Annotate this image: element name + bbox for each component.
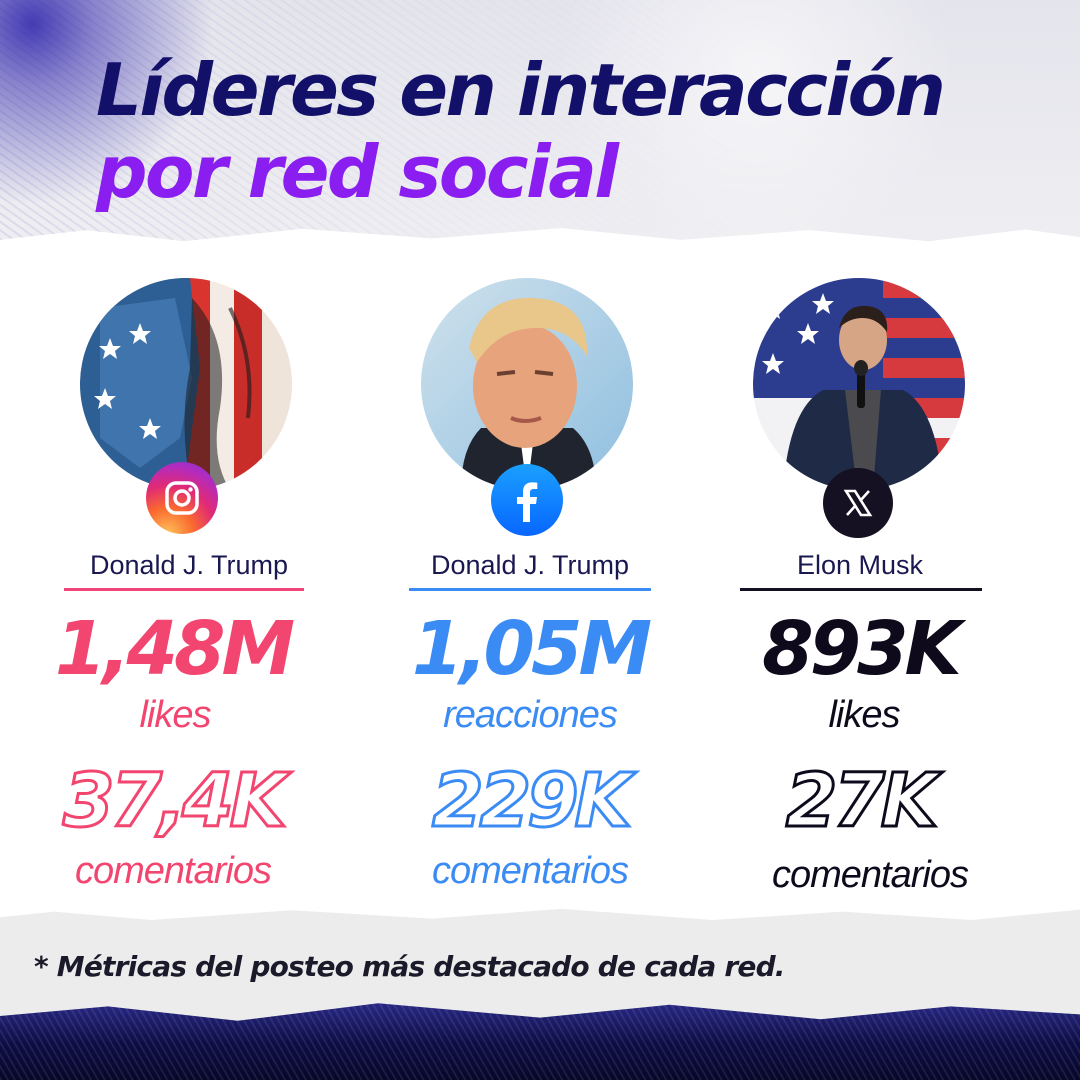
- name-underline: [64, 588, 304, 591]
- title-line-2: por red social: [96, 130, 619, 214]
- facebook-icon: [491, 464, 563, 536]
- title-line-1: Líderes en interacción: [96, 48, 946, 132]
- secondary-metric-value: 229K: [431, 758, 634, 844]
- avatar-photo: [421, 278, 633, 490]
- leader-name: Elon Musk: [796, 550, 924, 580]
- leader-name: Donald J. Trump: [430, 550, 630, 580]
- footnote: * Métricas del posteo más destacado de c…: [34, 950, 785, 983]
- leader-card-facebook: Donald J. Trump 1,05M reacciones 229K co…: [385, 278, 675, 918]
- top-background: [0, 0, 1080, 240]
- primary-metric-value: 1,48M: [54, 606, 295, 692]
- primary-metric-value: 893K: [762, 606, 962, 692]
- secondary-metric-unit: comentarios: [75, 850, 272, 892]
- avatar-photo: [753, 278, 965, 490]
- primary-metric-unit: likes: [828, 694, 900, 736]
- secondary-metric-value: 37,4K: [62, 758, 289, 844]
- leader-name: Donald J. Trump: [89, 550, 289, 580]
- bottom-background: [0, 1003, 1080, 1080]
- name-underline: [740, 588, 982, 591]
- name-underline: [409, 588, 651, 591]
- instagram-icon: [146, 462, 218, 534]
- leader-card-instagram: Donald J. Trump 1,48M likes 37,4K coment…: [40, 278, 330, 918]
- primary-metric-unit: likes: [139, 694, 211, 736]
- avatar-photo: [80, 278, 292, 490]
- secondary-metric-unit: comentarios: [432, 850, 629, 892]
- leader-card-x: Elon Musk 893K likes 27K comentarios: [715, 278, 1005, 918]
- primary-metric-unit: reacciones: [443, 694, 618, 736]
- secondary-metric-unit: comentarios: [772, 854, 969, 896]
- secondary-metric-value: 27K: [784, 758, 939, 844]
- primary-metric-value: 1,05M: [411, 606, 652, 692]
- x-icon: [823, 468, 893, 538]
